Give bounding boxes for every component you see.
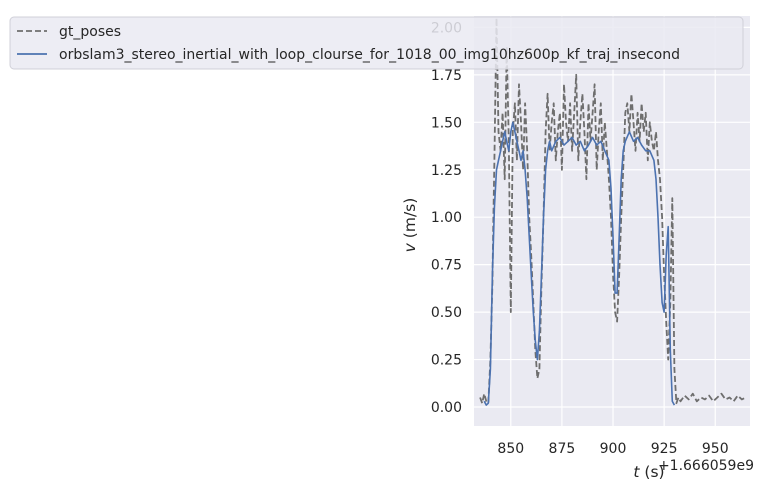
y-tick-label: 0.50 [431, 305, 462, 321]
y-axis-var: v [401, 242, 419, 252]
series-line-1 [483, 121, 676, 406]
legend-label-orbslam3: orbslam3_stereo_inertial_with_loop_clour… [59, 47, 680, 63]
x-axis-var: t [633, 463, 640, 481]
x-tick-label: 950 [702, 441, 729, 457]
legend-label-gt-poses: gt_poses [59, 24, 121, 40]
y-tick-labels: 0.000.250.500.751.001.251.501.752.00 [431, 20, 462, 416]
y-tick-label: 1.75 [431, 68, 462, 84]
y-axis-unit: (m/s) [401, 198, 419, 243]
y-tick-label: 0.25 [431, 353, 462, 369]
y-tick-label: 1.50 [431, 115, 462, 131]
x-tick-label: 850 [497, 441, 524, 457]
y-axis-label: v (m/s) [401, 198, 419, 253]
x-tick-label: 925 [651, 441, 678, 457]
x-tick-labels: 850 875 900 925 950 [497, 441, 728, 457]
y-tick-label: 1.25 [431, 163, 462, 179]
y-tick-label: 1.00 [431, 210, 462, 226]
x-axis-unit: (s) [639, 463, 664, 481]
legend-box [9, 16, 744, 70]
series-layer [479, 17, 747, 406]
x-tick-label: 875 [549, 441, 576, 457]
x-tick-label: 900 [600, 441, 627, 457]
y-tick-label: 0.75 [431, 258, 462, 274]
legend: gt_poses orbslam3_stereo_inertial_with_l… [9, 16, 744, 70]
x-axis-offset-label: +1.666059e9 [658, 458, 754, 474]
x-axis-label: t (s) [633, 463, 664, 481]
series-line-0 [479, 17, 747, 405]
y-tick-label: 0.00 [431, 400, 462, 416]
